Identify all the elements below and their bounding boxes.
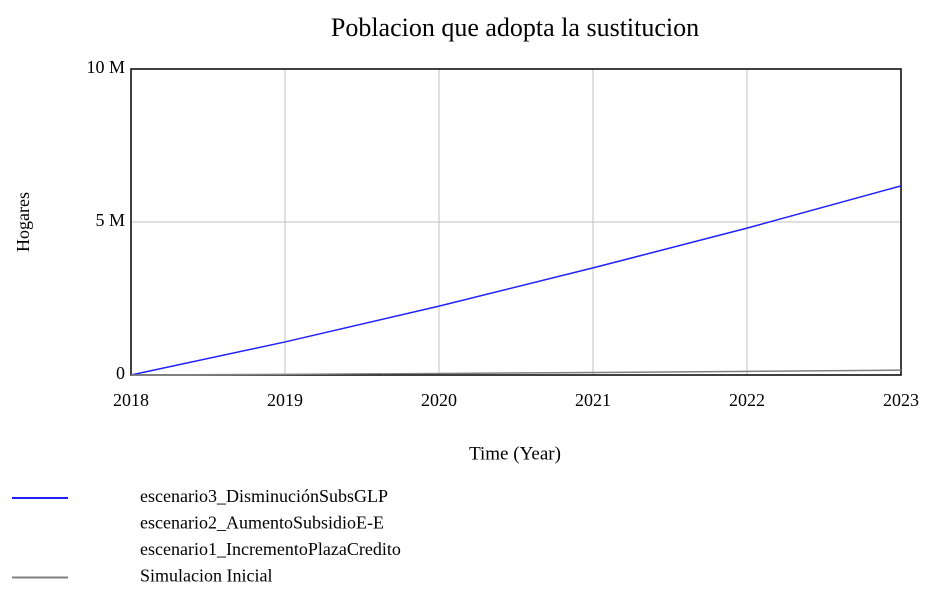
legend-label: escenario1_IncrementoPlazaCredito xyxy=(140,539,401,559)
y-tick-label: 10 M xyxy=(86,57,125,77)
legend-label: escenario3_DisminuciónSubsGLP xyxy=(140,486,388,506)
legend-label: Simulacion Inicial xyxy=(140,566,272,586)
y-axis-label: Hogares xyxy=(13,192,33,252)
x-tick-label: 2021 xyxy=(575,390,611,410)
series-line xyxy=(130,369,902,376)
legend-label: escenario2_AumentoSubsidioE-E xyxy=(140,513,384,533)
x-tick-label: 2019 xyxy=(267,390,303,410)
plot-frame xyxy=(130,68,902,376)
x-tick-label: 2023 xyxy=(883,390,919,410)
series-line xyxy=(130,185,902,376)
y-tick-label: 5 M xyxy=(95,210,125,230)
chart-title: Poblacion que adopta la sustitucion xyxy=(331,13,699,42)
x-tick-label: 2018 xyxy=(113,390,149,410)
y-tick-label: 0 xyxy=(116,363,125,383)
x-tick-label: 2022 xyxy=(729,390,765,410)
x-tick-label: 2020 xyxy=(421,390,457,410)
x-axis-label: Time (Year) xyxy=(469,443,561,464)
